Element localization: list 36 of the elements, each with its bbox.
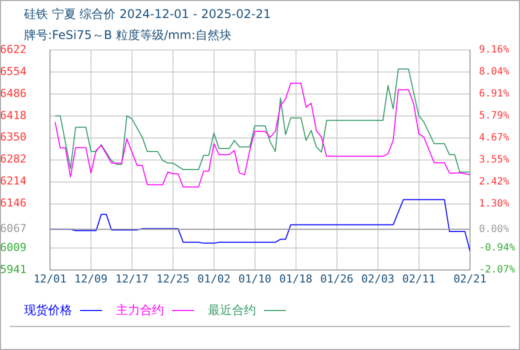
y-tick-label: 5941: [0, 262, 26, 276]
y-tick-label: 6282: [0, 152, 26, 166]
y-tick-label: 6622: [0, 42, 26, 56]
y2-tick-label: 6.91%: [479, 88, 510, 100]
y-tick-label: 6009: [0, 240, 26, 254]
x-tick-label: 01/26: [320, 272, 354, 286]
y2-tick-label: -0.94%: [479, 242, 516, 254]
x-tick-label: 01/10: [238, 272, 272, 286]
x-tick-label: 01/18: [279, 272, 312, 286]
y2-tick-label: 2.42%: [479, 176, 510, 188]
y2-tick-label: 0.00%: [479, 224, 510, 236]
y2-tick-label: 5.79%: [479, 110, 510, 122]
chart-subtitle: 牌号:FeSi75～B 粒度等级/mm:自然块: [24, 27, 232, 44]
y-tick-label: 6146: [0, 196, 26, 210]
y-tick-label: 6350: [0, 130, 26, 144]
legend-label: 主力合约: [116, 302, 165, 319]
x-tick-label: 12/01: [33, 272, 67, 286]
chart-title: 硅铁 宁夏 综合价 2024-12-01 - 2025-02-21: [24, 6, 271, 23]
y2-tick-label: 4.67%: [479, 132, 510, 144]
x-tick-label: 02/03: [361, 272, 394, 286]
y-tick-label: 6554: [0, 64, 27, 78]
x-tick-label: 12/09: [74, 272, 108, 286]
y2-tick-label: 9.16%: [479, 44, 510, 56]
x-tick-label: 12/25: [156, 272, 190, 286]
y-tick-label: 6214: [0, 174, 27, 188]
y2-tick-label: 3.55%: [479, 154, 510, 166]
y2-tick-label: 1.30%: [479, 198, 510, 210]
x-tick-label: 02/11: [402, 272, 436, 286]
x-tick-label: 01/02: [197, 272, 230, 286]
y-tick-label: 6067: [0, 222, 26, 236]
legend-label: 现货价格: [24, 302, 73, 319]
y-tick-label: 6486: [0, 86, 26, 100]
y-tick-label: 6418: [0, 108, 26, 122]
x-tick-label: 12/17: [115, 272, 149, 286]
y2-tick-label: 8.04%: [479, 66, 510, 78]
legend-label: 最近合约: [208, 302, 257, 319]
